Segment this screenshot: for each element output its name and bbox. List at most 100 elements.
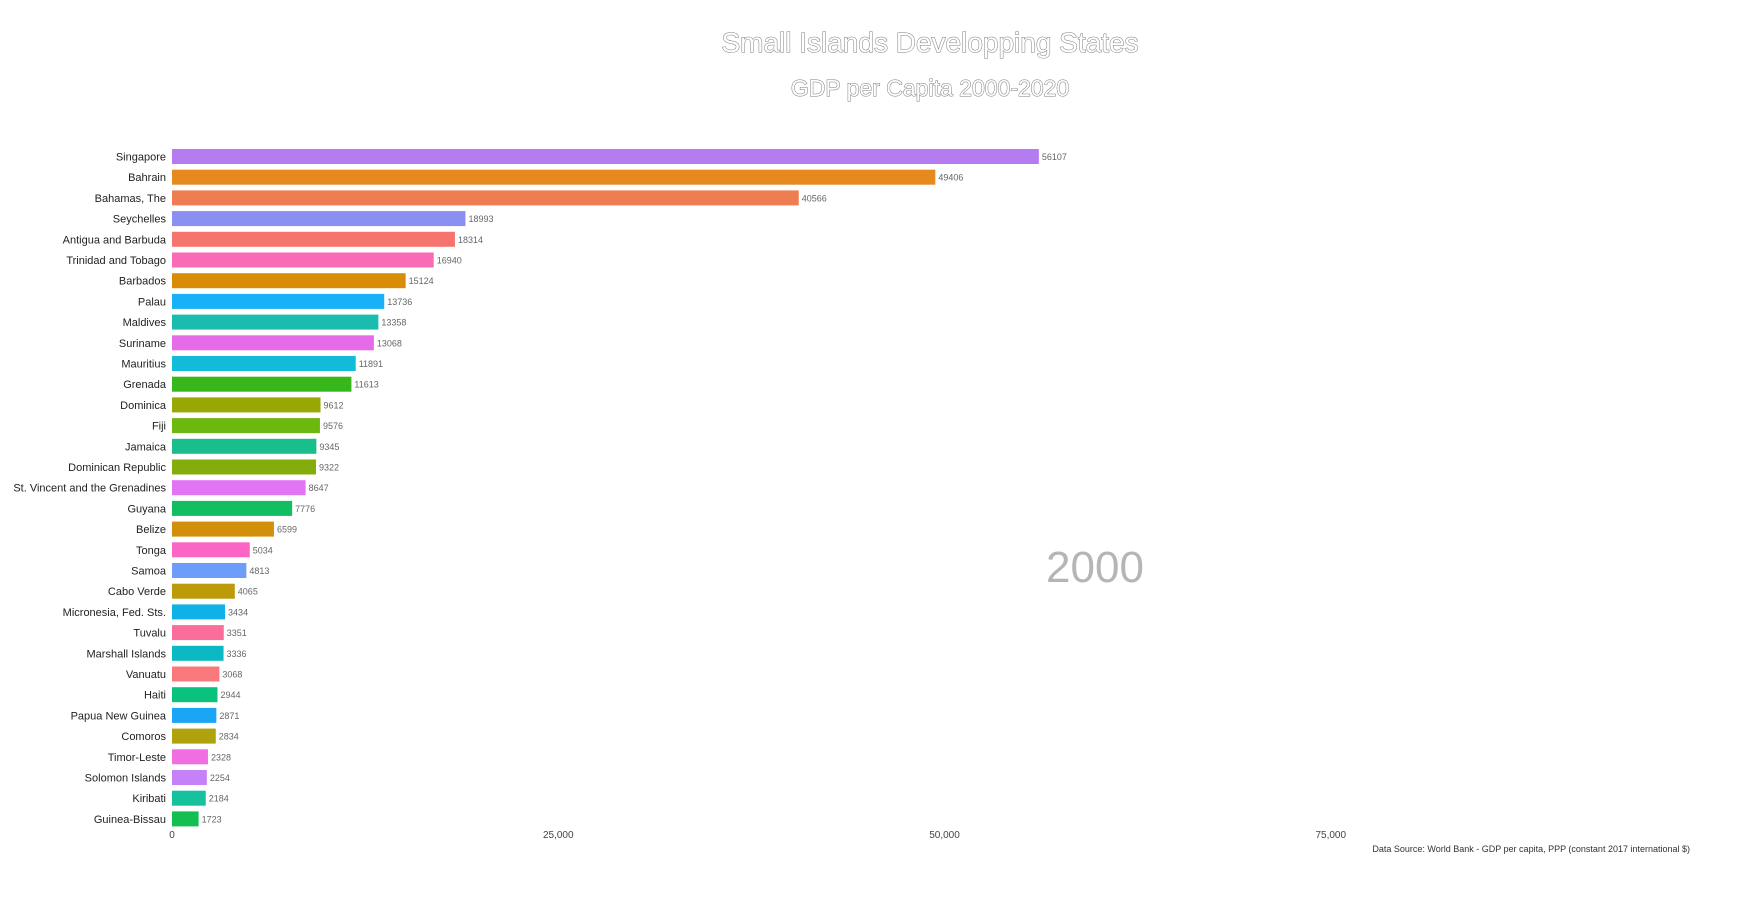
category-label: Maldives (123, 317, 167, 329)
bar (172, 211, 466, 227)
bar (172, 335, 374, 351)
category-label: Trinidad and Tobago (66, 255, 166, 267)
x-tick-label: 0 (169, 830, 175, 841)
category-label: Haiti (144, 690, 166, 702)
value-label: 16940 (437, 256, 462, 266)
category-label: Bahrain (128, 172, 166, 184)
bars-group: Singapore 56107 Bahrain 49406 Bahamas, The 40… (13, 149, 1067, 827)
bar (172, 314, 379, 330)
data-source-note: Data Source: World Bank - GDP per capita… (1372, 844, 1690, 854)
bar (172, 749, 208, 765)
value-label: 2834 (219, 732, 239, 742)
value-label: 9345 (319, 442, 339, 452)
category-label: Singapore (116, 152, 166, 164)
bar (172, 169, 936, 185)
category-label: Kiribati (132, 793, 166, 805)
x-tick-label: 50,000 (929, 830, 960, 841)
value-label: 3351 (227, 628, 247, 638)
value-label: 5034 (253, 545, 273, 555)
x-tick-label: 25,000 (543, 830, 574, 841)
value-label: 9612 (324, 400, 344, 410)
category-label: Tonga (136, 545, 167, 557)
category-label: Suriname (119, 338, 166, 350)
bar (172, 811, 199, 827)
value-label: 9322 (319, 463, 339, 473)
category-label: Samoa (131, 566, 167, 578)
chart-title: Small Islands Developping States (721, 27, 1138, 58)
value-label: 8647 (309, 483, 329, 493)
value-label: 49406 (938, 173, 963, 183)
value-label: 2328 (211, 752, 231, 762)
category-label: Seychelles (113, 214, 167, 226)
value-label: 9576 (323, 421, 343, 431)
bar (172, 666, 220, 682)
value-label: 18993 (468, 214, 493, 224)
category-label: Fiji (152, 421, 166, 433)
value-label: 3068 (222, 670, 242, 680)
bar (172, 480, 306, 496)
bar (172, 190, 799, 206)
category-label: Marshall Islands (87, 648, 167, 660)
bar (172, 645, 224, 661)
category-label: Cabo Verde (108, 586, 166, 598)
bar (172, 542, 250, 558)
value-label: 11613 (354, 380, 378, 390)
category-label: Dominican Republic (68, 462, 166, 474)
value-label: 15124 (409, 276, 434, 286)
bar (172, 790, 206, 806)
value-label: 4065 (238, 587, 258, 597)
category-label: Barbados (119, 276, 167, 288)
bar (172, 521, 274, 537)
bar (172, 707, 217, 723)
bar (172, 583, 235, 599)
bar (172, 728, 216, 744)
value-label: 40566 (802, 193, 827, 203)
value-label: 13358 (381, 318, 406, 328)
value-label: 2871 (219, 711, 239, 721)
bar (172, 500, 293, 516)
bar (172, 438, 317, 454)
bar (172, 625, 224, 641)
category-label: Dominica (120, 400, 167, 412)
bar (172, 252, 434, 268)
category-label: Jamaica (125, 441, 167, 453)
category-label: Vanuatu (126, 669, 166, 681)
bar (172, 418, 320, 434)
category-label: Belize (136, 524, 166, 536)
bar (172, 459, 317, 475)
x-tick-label: 75,000 (1315, 830, 1346, 841)
category-label: Guinea-Bissau (94, 814, 166, 826)
bar (172, 376, 352, 392)
bar (172, 770, 207, 785)
category-label: Palau (138, 296, 166, 308)
bar (172, 604, 226, 620)
category-label: Solomon Islands (85, 773, 167, 785)
category-label: Antigua and Barbuda (63, 234, 167, 246)
category-label: Mauritius (121, 359, 166, 371)
category-label: Bahamas, The (95, 193, 166, 205)
x-axis: 0 25,000 50,000 75,000 (169, 830, 1346, 841)
value-label: 3336 (227, 649, 247, 659)
value-label: 56107 (1042, 152, 1067, 162)
value-label: 3434 (228, 607, 248, 617)
category-label: Micronesia, Fed. Sts. (63, 607, 166, 619)
bar (172, 231, 455, 247)
bar (172, 563, 247, 578)
bar (172, 687, 218, 703)
bar (172, 356, 356, 371)
bar (172, 149, 1039, 164)
category-label: St. Vincent and the Grenadines (13, 483, 166, 495)
value-label: 2254 (210, 773, 230, 783)
bar (172, 293, 385, 309)
year-label: 2000 (1046, 543, 1144, 592)
category-label: Grenada (123, 379, 167, 391)
value-label: 4813 (249, 566, 269, 576)
value-label: 1723 (202, 814, 222, 824)
value-label: 2184 (209, 794, 229, 804)
category-label: Tuvalu (133, 628, 166, 640)
category-label: Papua New Guinea (71, 710, 167, 722)
value-label: 2944 (220, 690, 240, 700)
category-label: Comoros (121, 731, 166, 743)
bar (172, 397, 321, 413)
